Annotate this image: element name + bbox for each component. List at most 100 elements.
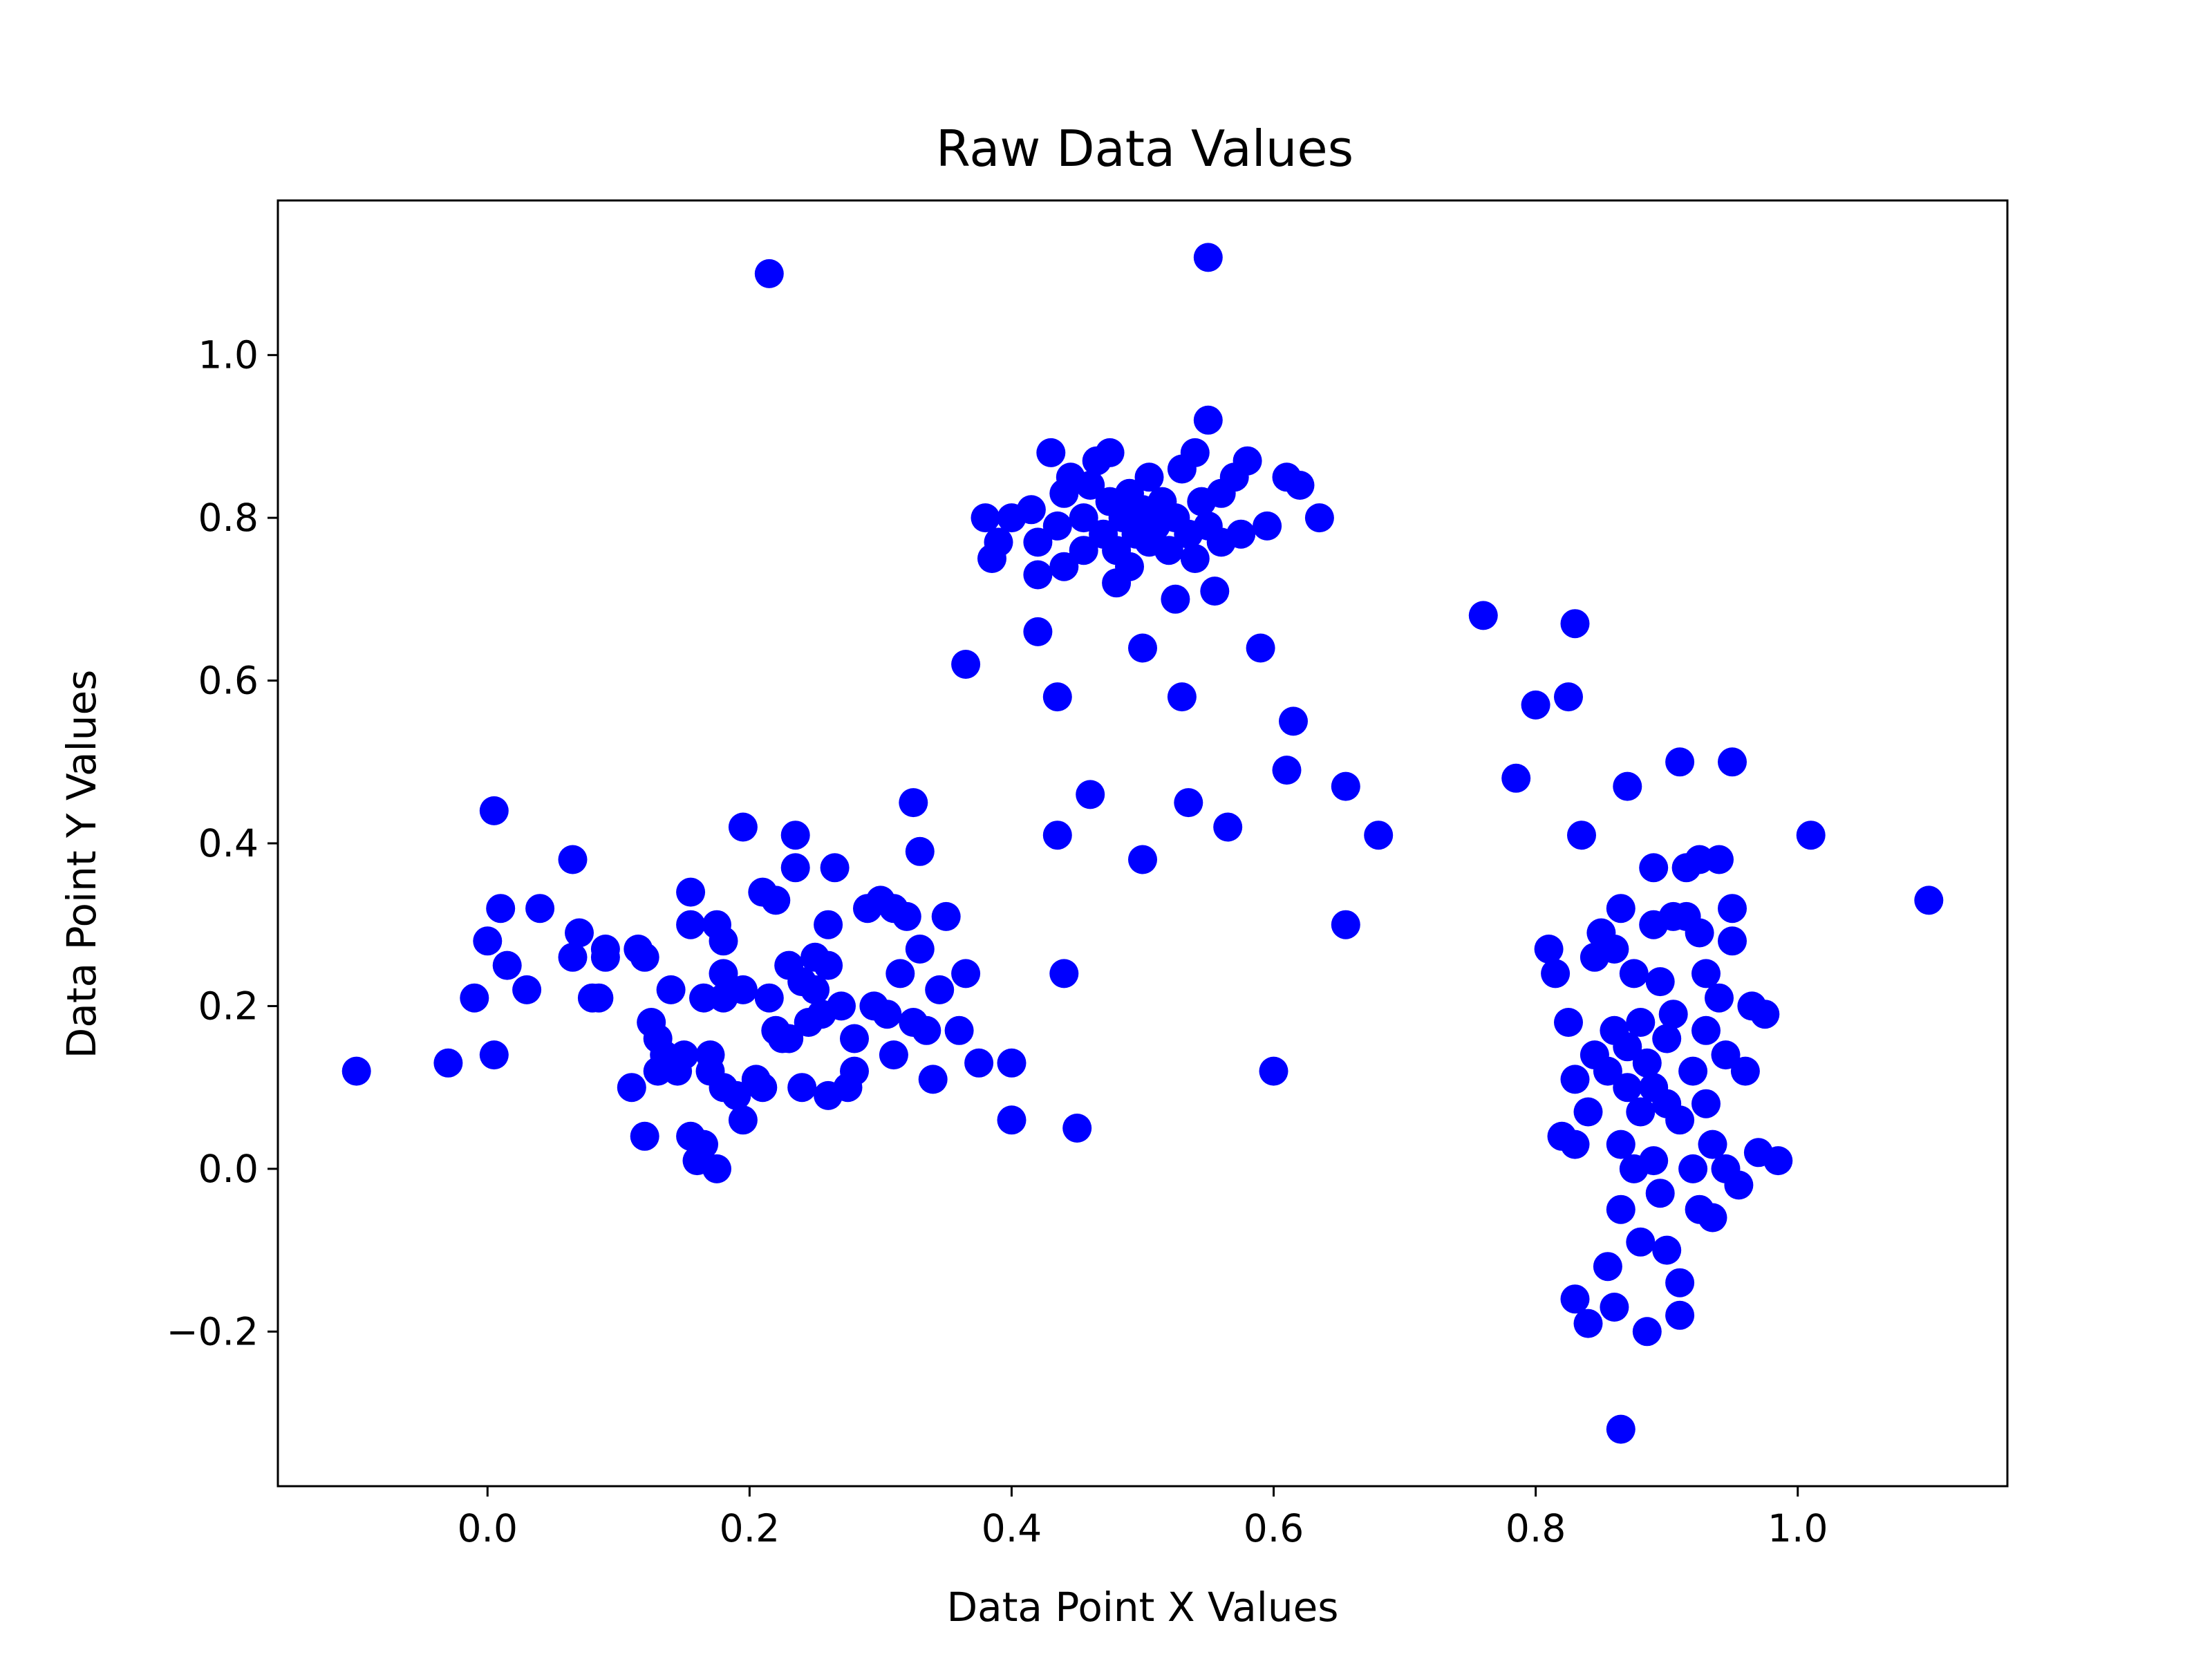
data-point xyxy=(1128,633,1157,663)
data-point xyxy=(1593,1252,1622,1282)
y-tick-label: 0.4 xyxy=(198,821,259,865)
y-tick-label: 0.2 xyxy=(198,984,259,1028)
data-point xyxy=(630,942,659,972)
x-tick-label: 0.8 xyxy=(1506,1506,1566,1550)
data-point xyxy=(1698,1203,1727,1232)
data-point xyxy=(1639,1146,1669,1176)
data-point xyxy=(1154,536,1183,565)
data-point xyxy=(1678,1154,1708,1183)
data-point xyxy=(1364,821,1394,850)
data-point xyxy=(1042,511,1072,541)
data-point xyxy=(912,1015,941,1045)
data-point xyxy=(892,901,921,931)
data-point xyxy=(800,975,830,1004)
data-point xyxy=(1023,527,1053,557)
data-points xyxy=(341,243,1944,1444)
data-point xyxy=(617,1073,646,1103)
data-point xyxy=(1174,788,1203,818)
x-tick-label: 0.4 xyxy=(982,1506,1042,1550)
x-tick-label: 0.2 xyxy=(720,1506,780,1550)
data-point xyxy=(728,812,758,842)
data-point xyxy=(1639,853,1669,883)
data-point xyxy=(558,942,588,972)
data-point xyxy=(827,991,856,1021)
x-tick-label: 0.0 xyxy=(458,1506,518,1550)
data-point xyxy=(1036,438,1066,467)
data-point xyxy=(951,959,981,988)
y-axis-ticks: −0.2 0.0 0.2 0.4 0.6 0.8 1.0 xyxy=(166,333,278,1353)
y-tick-label: 0.8 xyxy=(198,496,259,540)
data-point xyxy=(1069,503,1098,533)
data-point xyxy=(1665,1268,1695,1297)
data-point xyxy=(590,942,620,972)
data-point xyxy=(1665,1300,1695,1330)
data-point xyxy=(1763,1146,1793,1176)
data-point xyxy=(918,1065,948,1094)
x-axis-label: Data Point X Values xyxy=(946,1584,1338,1631)
data-point xyxy=(872,1000,902,1029)
data-point xyxy=(1652,1235,1682,1265)
data-point xyxy=(1632,1048,1662,1078)
data-point xyxy=(1128,845,1157,874)
data-point xyxy=(1606,1414,1635,1444)
data-point xyxy=(951,650,981,679)
data-point xyxy=(565,918,594,948)
data-point xyxy=(1167,682,1197,712)
data-point xyxy=(1285,471,1315,500)
data-point xyxy=(492,950,522,980)
data-point xyxy=(1095,438,1125,467)
data-point xyxy=(1560,609,1590,639)
data-point xyxy=(1626,1008,1656,1037)
data-point xyxy=(1534,935,1564,964)
data-point xyxy=(905,935,935,964)
data-point xyxy=(1718,894,1747,924)
data-point xyxy=(1593,1056,1622,1086)
data-point xyxy=(944,1015,974,1045)
data-point xyxy=(702,1154,731,1183)
data-point xyxy=(748,1073,778,1103)
data-point xyxy=(1600,1293,1629,1322)
data-point xyxy=(1691,1015,1721,1045)
data-point xyxy=(1626,1097,1656,1127)
data-point xyxy=(787,1073,817,1103)
data-point xyxy=(1042,821,1072,850)
data-point xyxy=(1062,1114,1092,1143)
data-point xyxy=(1724,1170,1754,1200)
data-point xyxy=(584,983,614,1013)
data-point xyxy=(1606,894,1635,924)
data-point xyxy=(899,788,928,818)
data-point xyxy=(460,983,489,1013)
y-tick-label: −0.2 xyxy=(166,1309,259,1353)
data-point xyxy=(1259,1056,1288,1086)
data-point xyxy=(1023,560,1053,590)
data-point xyxy=(1613,771,1642,801)
data-point xyxy=(984,527,1013,557)
data-point xyxy=(1626,1227,1656,1257)
data-point xyxy=(1213,812,1243,842)
data-point xyxy=(814,950,843,980)
data-point xyxy=(1076,780,1105,809)
data-point xyxy=(512,975,542,1004)
data-point xyxy=(709,959,738,988)
data-point xyxy=(1750,1000,1780,1029)
data-point xyxy=(885,959,915,988)
data-point xyxy=(820,853,850,883)
data-point xyxy=(676,910,706,939)
data-point xyxy=(997,1105,1027,1135)
data-point xyxy=(1711,1040,1741,1070)
data-point xyxy=(558,845,588,874)
data-point xyxy=(1645,967,1675,997)
data-point xyxy=(479,1040,509,1070)
data-point xyxy=(1554,682,1583,712)
data-point xyxy=(728,975,758,1004)
data-point xyxy=(433,1048,463,1078)
data-point xyxy=(964,1048,994,1078)
data-point xyxy=(341,1056,371,1086)
data-point xyxy=(931,901,961,931)
data-point xyxy=(1554,1008,1583,1037)
data-point xyxy=(1606,1194,1635,1224)
data-point xyxy=(1691,1089,1721,1118)
data-point xyxy=(754,259,784,288)
data-point xyxy=(1573,1309,1603,1338)
